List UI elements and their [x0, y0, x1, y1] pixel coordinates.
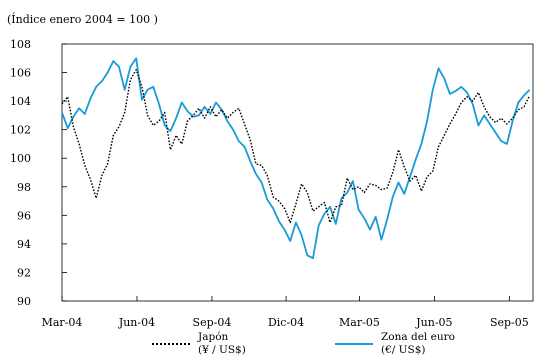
chart-subtitle: (Índice enero 2004 = 100 ): [7, 13, 158, 26]
series-line-japon: [61, 69, 531, 224]
y-tick-label: 96: [17, 209, 31, 222]
y-tick-label: 102: [10, 124, 31, 137]
series-line-zona-euro: [61, 57, 531, 260]
x-tick-label: Dic-04: [268, 316, 304, 329]
legend-unit-japon: (¥ / US$): [198, 344, 246, 356]
y-tick-label: 90: [17, 295, 31, 308]
legend-swatch-japon: [152, 343, 190, 345]
legend-item-zona-euro: Zona del euro (€/ US$): [335, 331, 455, 357]
legend-swatch-zona-euro: [335, 343, 373, 345]
legend-label-japon: Japón: [198, 331, 229, 343]
legend-label-zona-euro: Zona del euro: [381, 331, 455, 343]
y-tick-label: 104: [10, 95, 31, 108]
y-tick-label: 94: [17, 238, 31, 251]
y-tick-label: 92: [17, 266, 31, 279]
y-tick-label: 108: [10, 38, 31, 51]
series-layer: [61, 57, 531, 260]
legend-item-japon: Japón (¥ / US$): [152, 331, 246, 357]
x-tick-label: Sep-05: [490, 316, 529, 329]
x-tick-label: Sep-04: [193, 316, 232, 329]
x-tick-label: Mar-04: [42, 316, 83, 329]
plot-frame: [61, 43, 534, 302]
legend-unit-zona-euro: (€/ US$): [381, 344, 426, 356]
x-axis: Mar-04 Jun-04 Sep-04 Dic-04 Mar-05 Jun-05 Sep-…: [42, 296, 529, 329]
y-tick-label: 106: [10, 67, 31, 80]
x-tick-label: Jun-05: [415, 316, 452, 329]
y-axis: 90 92 94 96 98 100 102 104 106 108: [10, 38, 67, 308]
y-tick-label: 98: [17, 181, 31, 194]
y-tick-label: 100: [10, 152, 31, 165]
line-chart: 90 92 94 96 98 100 102 104 106 108 Mar-04 Jun-04 Se…: [10, 38, 534, 329]
x-tick-label: Jun-04: [118, 316, 155, 329]
x-tick-label: Mar-05: [339, 316, 380, 329]
